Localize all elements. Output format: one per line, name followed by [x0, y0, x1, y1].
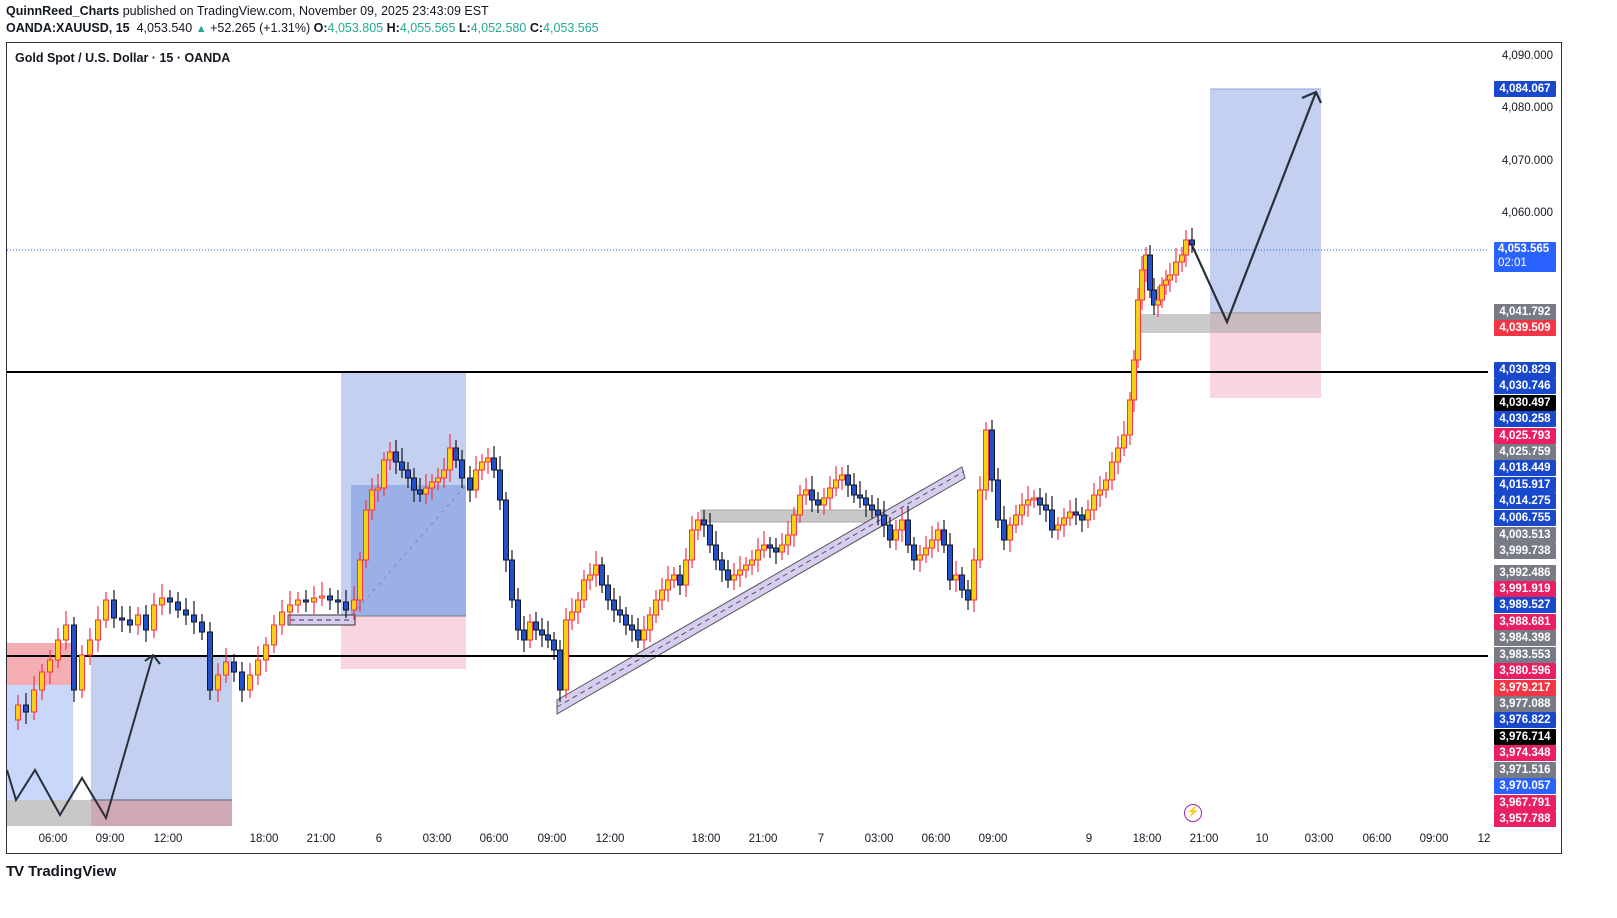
projection-path-right: [1189, 91, 1318, 325]
price-label: 3,976.714: [1494, 729, 1556, 745]
time-tick: 21:00: [748, 833, 778, 845]
time-tick: 21:00: [1189, 833, 1219, 845]
time-tick: 03:00: [1304, 833, 1334, 845]
time-tick: 09:00: [537, 833, 567, 845]
author-name[interactable]: QuinnReed_Charts: [6, 4, 120, 18]
time-tick: 03:00: [422, 833, 452, 845]
time-tick: 18:00: [691, 833, 721, 845]
publish-info: QuinnReed_Charts published on TradingVie…: [6, 4, 489, 18]
gray-zone-left: [7, 800, 91, 826]
time-tick: 09:00: [95, 833, 125, 845]
published-text: published on TradingView.com, November 0…: [122, 4, 489, 18]
last-price: 4,053.540: [136, 21, 193, 35]
target-zone-left: [7, 685, 73, 800]
price-label: 3,984.398: [1494, 630, 1556, 646]
chart-title: Gold Spot / U.S. Dollar · 15 · OANDA: [15, 51, 231, 65]
price-label: 3,967.791: [1494, 795, 1556, 811]
price-label: 4,014.275: [1494, 493, 1556, 509]
time-tick: 03:00: [864, 833, 894, 845]
price-label: 3,999.738: [1494, 543, 1556, 559]
time-tick: 21:00: [306, 833, 336, 845]
price-label: 4,030.497: [1494, 395, 1556, 411]
symbol-label: OANDA:XAUUSD, 15: [6, 21, 130, 35]
price-label: 4,003.513: [1494, 527, 1556, 543]
lightning-icon[interactable]: ⚡: [1184, 804, 1202, 822]
time-tick: 06:00: [921, 833, 951, 845]
price-scale[interactable]: 4,090.000 4,080.000 4,070.000 4,060.000 4,08…: [1488, 43, 1561, 827]
tradingview-logo-icon: TV: [6, 863, 24, 880]
price-label: 4,015.917: [1494, 477, 1556, 493]
price-label: 3,988.681: [1494, 614, 1556, 630]
price-label: 4,030.746: [1494, 378, 1556, 394]
time-tick: 06:00: [479, 833, 509, 845]
price-label: 3,983.553: [1494, 647, 1556, 663]
price-label: 3,970.057: [1494, 778, 1556, 794]
low-value: 4,052.580: [470, 21, 527, 35]
price-label: 3,991.919: [1494, 581, 1556, 597]
time-tick: 6: [375, 833, 383, 845]
price-label: 3,979.217: [1494, 680, 1556, 696]
time-tick: 12: [1477, 833, 1491, 845]
price-label: 3,977.088: [1494, 696, 1556, 712]
time-tick: 12:00: [595, 833, 625, 845]
time-tick: 06:00: [1362, 833, 1392, 845]
high-value: 4,055.565: [399, 21, 456, 35]
time-tick: 9: [1085, 833, 1093, 845]
price-label: 4,006.755: [1494, 510, 1556, 526]
time-tick: 12:00: [153, 833, 183, 845]
price-label: 4,030.829: [1494, 362, 1556, 378]
open-value: 4,053.805: [327, 21, 384, 35]
chart-pane: [7, 88, 1488, 826]
price-change: +52.265 (+1.31%): [210, 21, 311, 35]
time-axis[interactable]: 06:00 09:00 12:00 18:00 21:00 6 03:00 06:00 09:0…: [7, 827, 1491, 853]
stop-zone: [91, 800, 232, 826]
price-tick: 4,090.000: [1501, 50, 1553, 62]
high-label: H:: [386, 21, 400, 35]
demand-zone: [1136, 314, 1321, 333]
price-label: 3,980.596: [1494, 663, 1556, 679]
close-label: C:: [529, 21, 544, 35]
price-tick: 4,070.000: [1501, 155, 1553, 167]
price-label: 4,025.793: [1494, 428, 1556, 444]
price-label: 4,039.509: [1494, 320, 1556, 336]
price-label: 3,992.486: [1494, 565, 1556, 581]
time-tick: 10: [1255, 833, 1269, 845]
price-label: 4,030.258: [1494, 411, 1556, 427]
time-tick: 09:00: [1419, 833, 1449, 845]
price-label: 4,018.449: [1494, 460, 1556, 476]
up-triangle-icon: ▲: [195, 23, 207, 35]
chart-frame: [6, 42, 1562, 854]
price-label: 3,957.788: [1494, 811, 1556, 827]
price-label: 3,976.822: [1494, 712, 1556, 728]
price-label: 3,974.348: [1494, 745, 1556, 761]
tradingview-brand[interactable]: TV TradingView: [6, 863, 116, 880]
price-label: 3,989.527: [1494, 597, 1556, 613]
price-label: 4,084.067: [1494, 81, 1556, 97]
close-value: 4,053.565: [543, 21, 599, 35]
low-label: L:: [458, 21, 471, 35]
time-tick: 18:00: [249, 833, 279, 845]
time-tick: 7: [817, 833, 825, 845]
price-tick: 4,080.000: [1501, 102, 1553, 114]
projection-path-left: [7, 654, 154, 821]
time-tick: 09:00: [978, 833, 1008, 845]
candlesticks: [15, 228, 1195, 730]
time-tick: 06:00: [38, 833, 68, 845]
price-tick: 4,060.000: [1501, 207, 1553, 219]
price-label: 4,025.759: [1494, 444, 1556, 460]
rising-channel: [556, 466, 966, 715]
symbol-ohlc-bar: OANDA:XAUUSD, 15 4,053.540 ▲ +52.265 (+1…: [6, 21, 599, 35]
price-label: 4,053.565 02:01: [1494, 242, 1556, 272]
price-label: 4,041.792: [1494, 304, 1556, 320]
brand-name: TradingView: [28, 863, 117, 880]
price-label: 3,971.516: [1494, 762, 1556, 778]
open-label: O:: [313, 21, 328, 35]
time-tick: 18:00: [1132, 833, 1162, 845]
stop-zone-mid: [341, 616, 466, 669]
